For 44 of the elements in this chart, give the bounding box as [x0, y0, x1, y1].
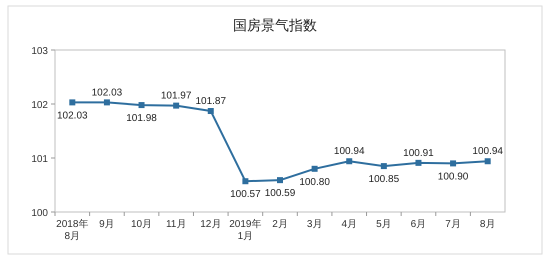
x-tick-label: 11月: [166, 219, 186, 230]
data-label: 100.57: [230, 189, 262, 200]
data-label: 101.87: [195, 96, 226, 108]
point: [104, 99, 110, 106]
data-label: 100.91: [403, 148, 434, 159]
data-label: 101.98: [126, 113, 158, 124]
data-label: 100.94: [334, 146, 365, 158]
point: [450, 160, 456, 166]
data-label: 100.59: [264, 188, 296, 200]
point: [173, 102, 180, 109]
x-tick-label: 9月: [99, 219, 115, 230]
y-tick-label: 100: [31, 208, 48, 219]
data-label: 100.80: [299, 176, 330, 188]
x-tick-label: 7月: [445, 219, 461, 230]
x-tick-label: 4月: [341, 219, 358, 230]
x-tick-label: 8月: [480, 219, 496, 230]
point: [415, 160, 422, 166]
x-tick-label: 2月: [272, 219, 288, 230]
x-tick-label: 10月: [130, 219, 152, 230]
point: [208, 108, 214, 114]
y-tick-label: 102: [31, 100, 48, 111]
x-tick-label: 2018年 8月: [56, 218, 88, 242]
data-label: 102.03: [57, 110, 88, 122]
point: [312, 166, 318, 172]
data-label: 100.85: [368, 174, 400, 186]
data-label: 102.03: [92, 87, 123, 98]
point: [277, 177, 283, 184]
x-tick-label: 2019年 1月: [229, 218, 262, 242]
x-tick-label: 6月: [410, 219, 426, 230]
data-label: 100.94: [472, 146, 504, 158]
y-tick-label: 101: [31, 154, 48, 165]
point: [138, 102, 145, 108]
point: [346, 158, 352, 164]
x-tick-label: 5月: [376, 219, 392, 230]
point: [242, 178, 248, 184]
x-tick-label: 3月: [306, 219, 322, 230]
data-label: 101.97: [160, 90, 192, 102]
chart-title: 国房景气指数: [233, 17, 317, 33]
point: [484, 158, 491, 164]
y-tick-label: 103: [31, 46, 48, 57]
point: [69, 99, 76, 106]
x-tick-label: 12月: [200, 219, 222, 230]
point: [380, 163, 387, 170]
data-label: 100.90: [438, 171, 469, 182]
